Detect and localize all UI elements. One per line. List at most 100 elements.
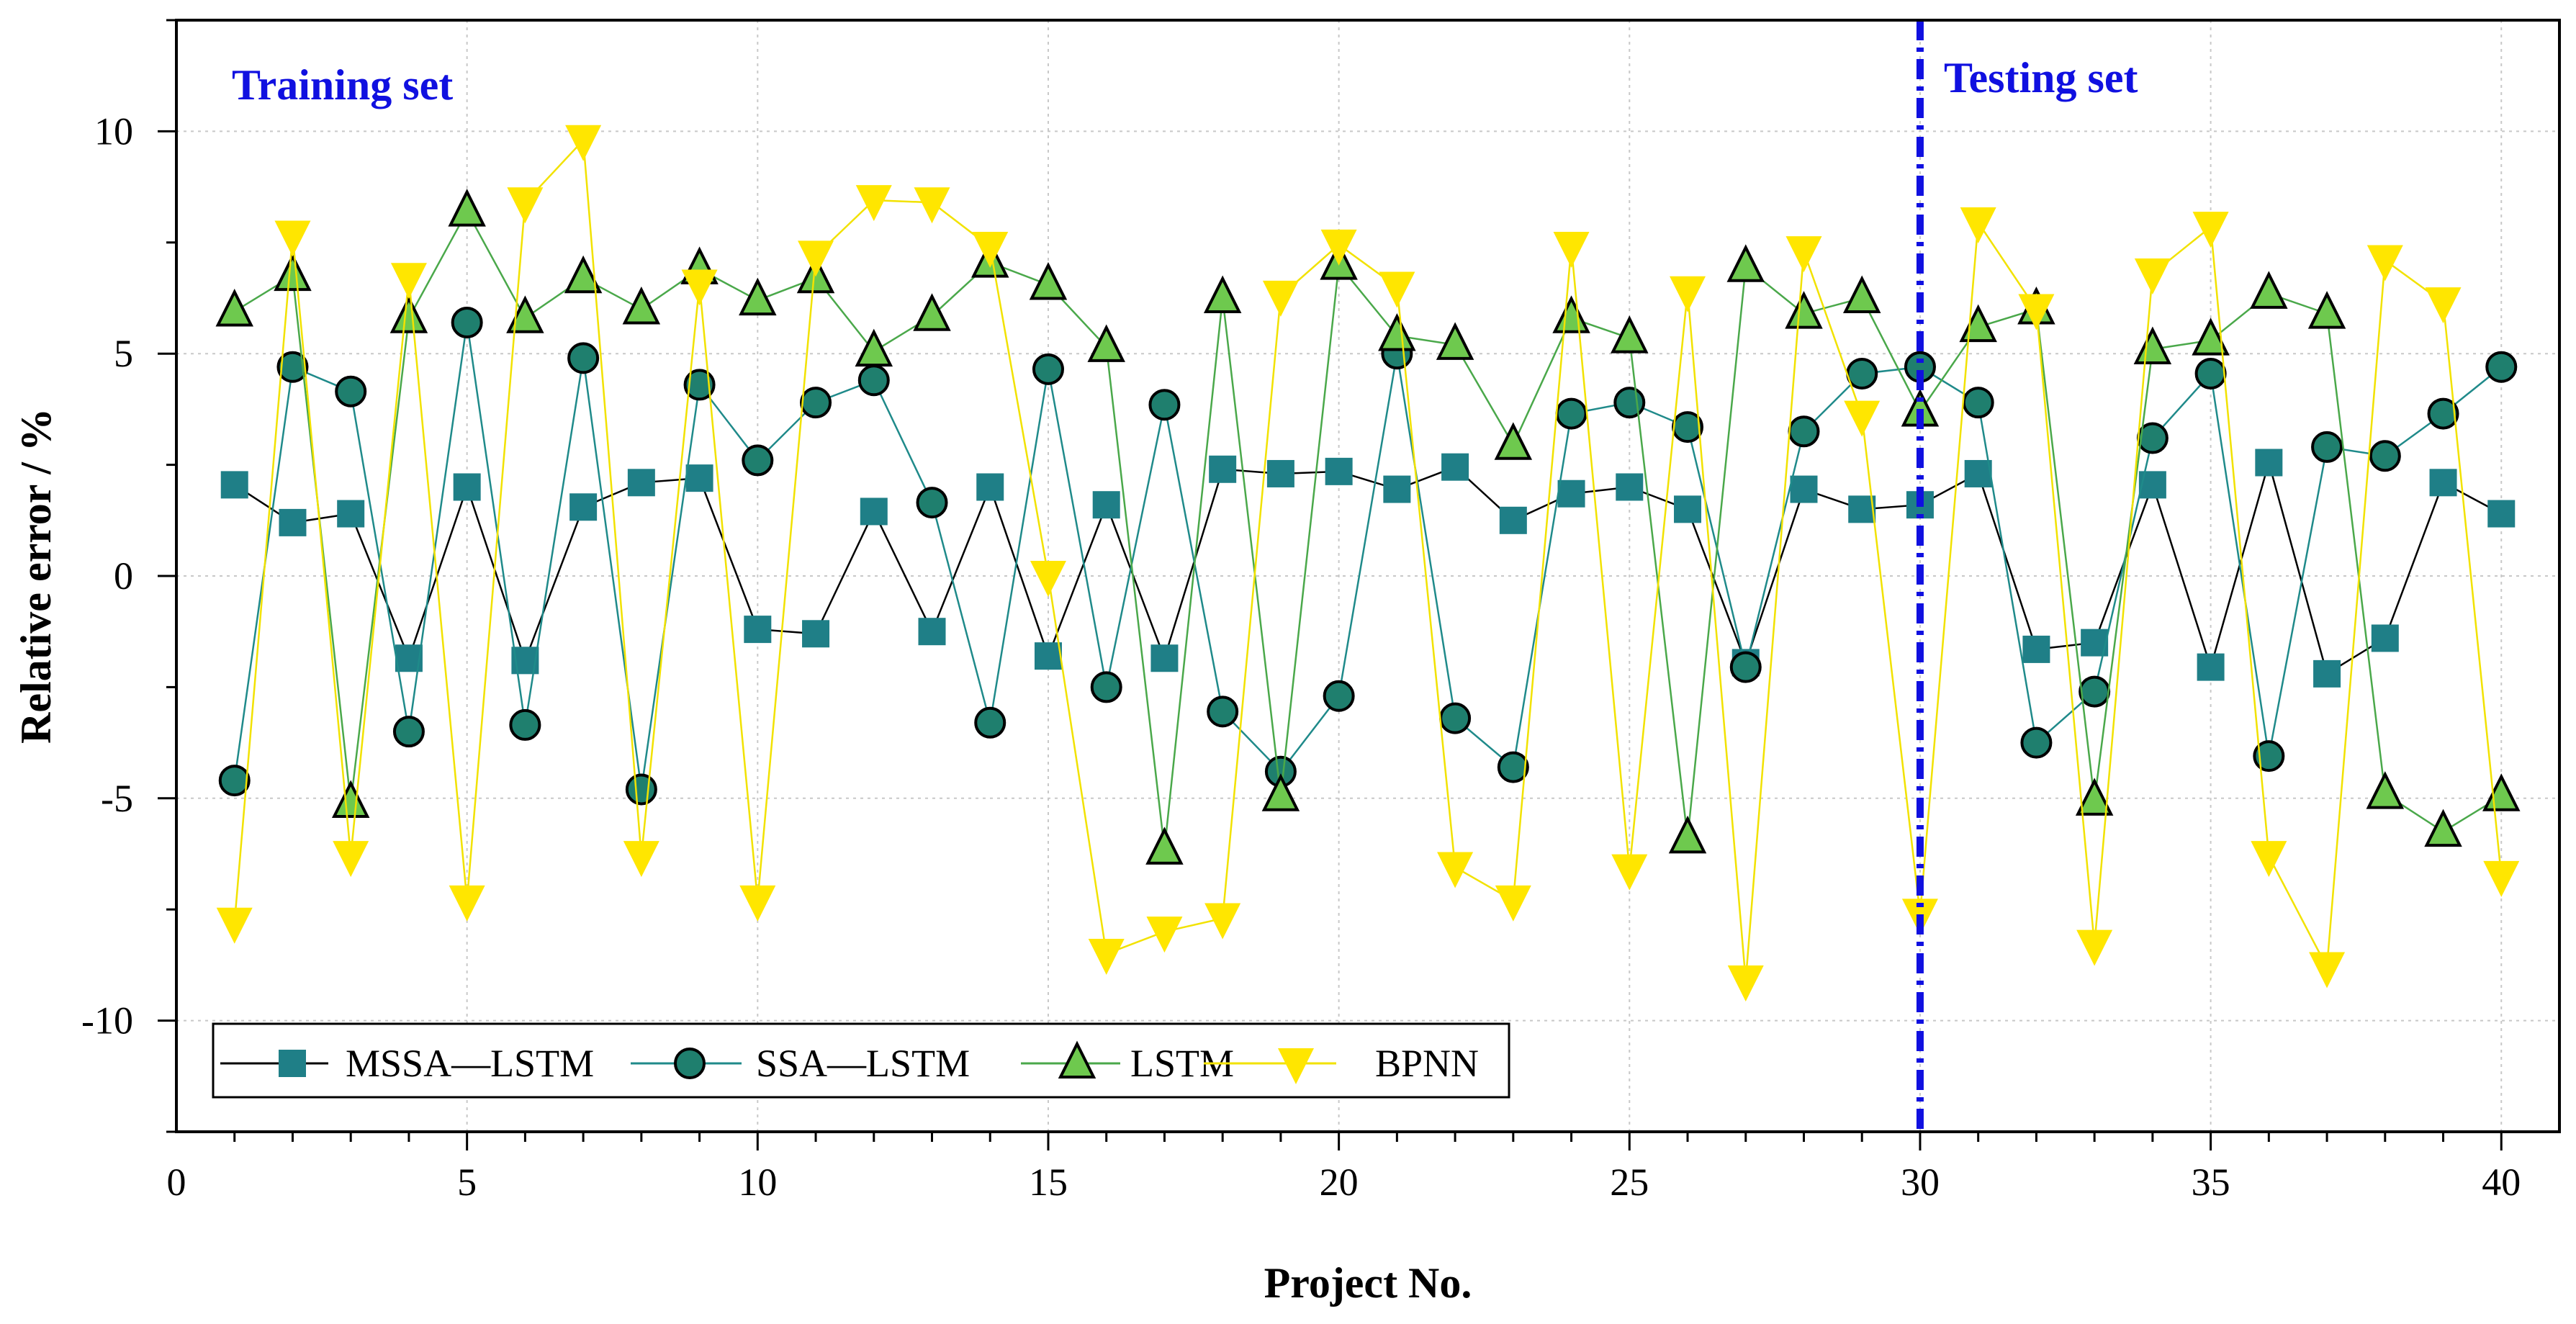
data-point (1325, 457, 1353, 485)
data-point (681, 269, 718, 306)
series-line (233, 322, 2503, 790)
data-point (1552, 295, 1590, 333)
data-point (1032, 353, 1064, 385)
legend: MSSA—LSTM SSA—LSTM LSTM BPNN (212, 1022, 1510, 1099)
data-point (335, 375, 367, 407)
y-tick-label: -10 (81, 999, 133, 1042)
data-point (1846, 357, 1878, 389)
x-tick-label: 30 (1901, 1161, 1940, 1204)
data-point (1790, 475, 1818, 503)
data-point (1262, 280, 1299, 317)
data-point (448, 189, 486, 227)
data-point (449, 885, 485, 922)
legend-marker (1278, 1048, 1314, 1084)
legend-box (212, 1022, 1510, 1099)
x-axis-title: Project No. (1264, 1259, 1472, 1307)
data-point (509, 708, 541, 741)
legend-label: MSSA—LSTM (346, 1042, 594, 1085)
x-tick-label: 25 (1610, 1161, 1649, 1204)
data-point (918, 618, 946, 646)
data-point (1207, 695, 1239, 728)
y-axis-title: Relative error / % (12, 408, 60, 744)
legend-marker (674, 1048, 706, 1079)
data-point (215, 289, 253, 327)
data-point (1379, 271, 1415, 308)
data-point (685, 464, 713, 492)
testing-set-label: Testing set (1944, 54, 2138, 102)
data-point (274, 253, 312, 292)
data-point (1557, 479, 1585, 508)
data-point (683, 369, 716, 401)
data-point (2194, 357, 2227, 389)
data-point (2485, 351, 2518, 383)
data-point (1320, 229, 1357, 266)
data-point (1962, 387, 1994, 419)
data-point (565, 125, 602, 161)
data-point (2424, 809, 2462, 847)
y-tick-label: 0 (114, 554, 133, 598)
data-point (506, 295, 544, 333)
x-tick-label: 15 (1029, 1161, 1068, 1204)
data-point (2138, 471, 2166, 499)
data-point (857, 364, 890, 397)
data-point (1613, 387, 1646, 419)
data-point (1204, 903, 1241, 940)
data-point (1611, 315, 1649, 353)
data-point (2192, 318, 2230, 356)
data-point (1092, 491, 1120, 519)
data-point (1090, 671, 1122, 703)
data-point (860, 497, 888, 526)
data-point (2307, 291, 2346, 329)
y-tick-label: 5 (114, 332, 133, 375)
data-point (216, 907, 253, 944)
x-tick-label: 10 (738, 1161, 777, 1204)
data-point (1668, 815, 1707, 854)
axes: 0 5 10 15 20 25 30 35 40 -10 -5 0 5 10 (81, 19, 2561, 1204)
data-point (2429, 469, 2457, 497)
training-set-label: Training set (232, 61, 453, 109)
data-point (1553, 231, 1590, 268)
data-point (742, 444, 774, 477)
legend-marker (279, 1050, 306, 1077)
series-line (234, 209, 2502, 850)
data-point (1555, 397, 1588, 430)
data-point (1674, 495, 1702, 523)
data-point (274, 220, 311, 257)
data-point (1727, 965, 1764, 1002)
data-point (1729, 651, 1762, 683)
data-point (567, 342, 600, 374)
data-point (855, 328, 893, 367)
data-point (389, 295, 428, 333)
data-point (1670, 276, 1706, 312)
data-point (1088, 938, 1125, 975)
grid (176, 20, 2559, 1132)
data-point (2366, 771, 2405, 809)
x-tick-label: 35 (2192, 1161, 2230, 1204)
data-point (1842, 275, 1881, 313)
data-point (1266, 459, 1294, 487)
data-point (1785, 236, 1822, 273)
data-point (2487, 500, 2516, 528)
data-point (1441, 453, 1469, 481)
data-point (1494, 422, 1533, 460)
data-point (974, 706, 1006, 739)
data-point (218, 765, 251, 797)
data-point (1146, 917, 1183, 953)
data-point (2311, 431, 2343, 463)
data-point (1209, 455, 1237, 483)
data-point (1378, 313, 1416, 351)
data-point (1436, 322, 1474, 360)
data-point (855, 185, 892, 222)
series-layer (215, 20, 2521, 1132)
data-point (333, 841, 369, 878)
data-point (507, 187, 544, 224)
data-point (800, 387, 832, 419)
y-tick-label: -5 (101, 777, 133, 820)
data-point (2075, 778, 2114, 816)
data-point (337, 500, 365, 528)
data-point (220, 471, 248, 499)
data-point (2366, 245, 2403, 282)
data-point (1499, 506, 1527, 534)
data-point (1203, 275, 1242, 313)
data-point (2255, 449, 2283, 477)
